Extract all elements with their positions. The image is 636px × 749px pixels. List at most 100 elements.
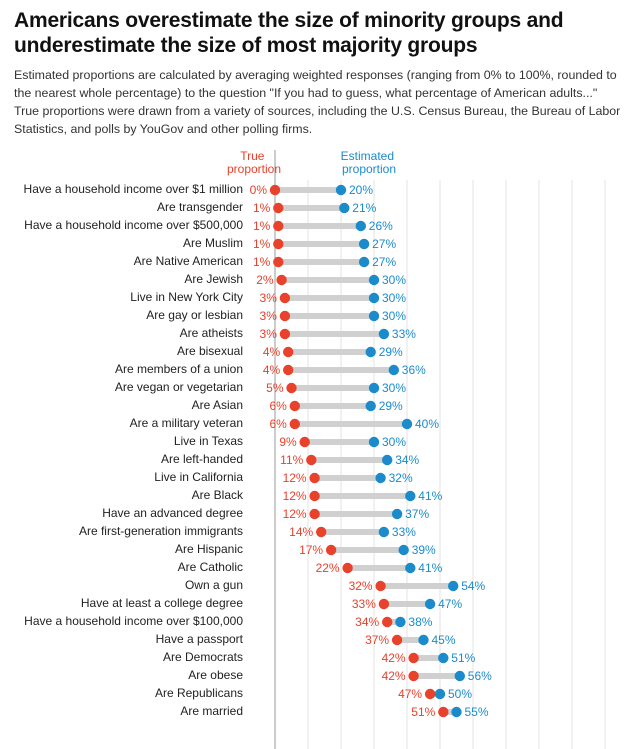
category-label: Are Catholic: [178, 560, 243, 574]
estimated-dot: [365, 400, 376, 412]
value-label: 30%: [382, 309, 406, 323]
value-label: 1%: [253, 237, 271, 251]
true-dot: [273, 238, 284, 250]
value-label: 37%: [405, 507, 429, 521]
value-label: 4%: [263, 363, 281, 377]
value-label: 29%: [379, 399, 403, 413]
value-label: 3%: [260, 309, 278, 323]
category-label: Are Black: [192, 488, 244, 502]
category-label: Live in New York City: [130, 290, 243, 304]
value-label: 54%: [461, 579, 485, 593]
legend-label: True proportion: [227, 149, 281, 176]
value-label: 36%: [402, 363, 426, 377]
true-dot: [342, 562, 353, 574]
value-label: 55%: [465, 705, 489, 719]
value-label: 30%: [382, 273, 406, 287]
true-dot: [269, 184, 281, 196]
estimated-dot: [339, 202, 350, 214]
legend-label: Estimated proportion: [341, 149, 398, 176]
value-label: 3%: [260, 291, 278, 305]
value-label: 39%: [412, 543, 436, 557]
category-label: Have an advanced degree: [102, 506, 243, 520]
value-label: 9%: [279, 435, 297, 449]
true-dot: [276, 274, 287, 286]
value-label: 41%: [418, 489, 442, 503]
true-dot: [273, 220, 284, 232]
value-label: 14%: [289, 525, 313, 539]
category-label: Have a passport: [156, 632, 244, 646]
header: Americans overestimate the size of minor…: [14, 8, 624, 138]
estimated-dot: [395, 616, 406, 628]
value-label: 1%: [253, 219, 271, 233]
value-label: 12%: [283, 507, 307, 521]
value-label: 6%: [269, 399, 287, 413]
value-label: 27%: [372, 255, 396, 269]
true-dot: [309, 508, 320, 520]
true-dot: [391, 634, 403, 646]
value-label: 40%: [415, 417, 439, 431]
value-label: 33%: [352, 597, 376, 611]
value-label: 6%: [269, 417, 287, 431]
value-label: 26%: [369, 219, 393, 233]
value-label: 42%: [382, 669, 406, 683]
value-label: 50%: [448, 687, 472, 701]
estimated-dot: [434, 688, 446, 700]
estimated-dot: [378, 328, 390, 340]
estimated-dot: [405, 562, 416, 574]
category-label: Are first-generation immigrants: [79, 524, 243, 538]
value-label: 33%: [392, 327, 416, 341]
category-label: Have a household income over $1 million: [24, 182, 243, 196]
estimated-dot: [398, 544, 409, 556]
value-label: 12%: [283, 489, 307, 503]
category-label: Are members of a union: [115, 362, 243, 376]
estimated-dot: [401, 418, 413, 430]
category-label: Are transgender: [157, 200, 243, 214]
value-label: 33%: [392, 525, 416, 539]
estimated-dot: [358, 256, 370, 268]
category-label: Have a household income over $500,000: [24, 218, 243, 232]
true-dot: [309, 490, 320, 502]
value-label: 2%: [256, 273, 274, 287]
true-dot: [378, 598, 390, 610]
value-label: 42%: [382, 651, 406, 665]
value-label: 56%: [468, 669, 492, 683]
value-label: 12%: [283, 471, 307, 485]
category-label: Have a household income over $100,000: [24, 614, 243, 628]
true-dot: [286, 382, 297, 394]
category-label: Are Hispanic: [175, 542, 243, 556]
true-dot: [438, 706, 449, 718]
value-label: 1%: [253, 255, 271, 269]
category-label: Are Jewish: [184, 272, 243, 286]
true-dot: [283, 346, 294, 358]
value-label: 34%: [395, 453, 419, 467]
true-dot: [299, 436, 310, 448]
value-label: 51%: [451, 651, 475, 665]
category-label: Are Muslim: [183, 236, 243, 250]
category-label: Have at least a college degree: [81, 596, 243, 610]
estimated-dot: [355, 220, 366, 232]
estimated-dot: [368, 292, 380, 304]
true-dot: [375, 580, 386, 592]
value-label: 38%: [408, 615, 432, 629]
true-dot: [306, 454, 317, 466]
category-label: Are Asian: [192, 398, 243, 412]
estimated-dot: [365, 346, 376, 358]
value-label: 3%: [260, 327, 278, 341]
true-dot: [325, 544, 337, 556]
estimated-dot: [418, 634, 429, 646]
category-label: Are Native American: [134, 254, 243, 268]
true-dot: [289, 418, 300, 430]
value-label: 30%: [382, 381, 406, 395]
true-dot: [408, 652, 419, 664]
true-dot: [279, 292, 291, 304]
value-label: 0%: [250, 183, 268, 197]
category-label: Live in Texas: [174, 434, 243, 448]
value-label: 30%: [382, 291, 406, 305]
category-label: Are married: [180, 704, 243, 718]
estimated-dot: [382, 454, 393, 466]
value-label: 32%: [389, 471, 413, 485]
value-label: 17%: [299, 543, 323, 557]
category-label: Are bisexual: [177, 344, 243, 358]
